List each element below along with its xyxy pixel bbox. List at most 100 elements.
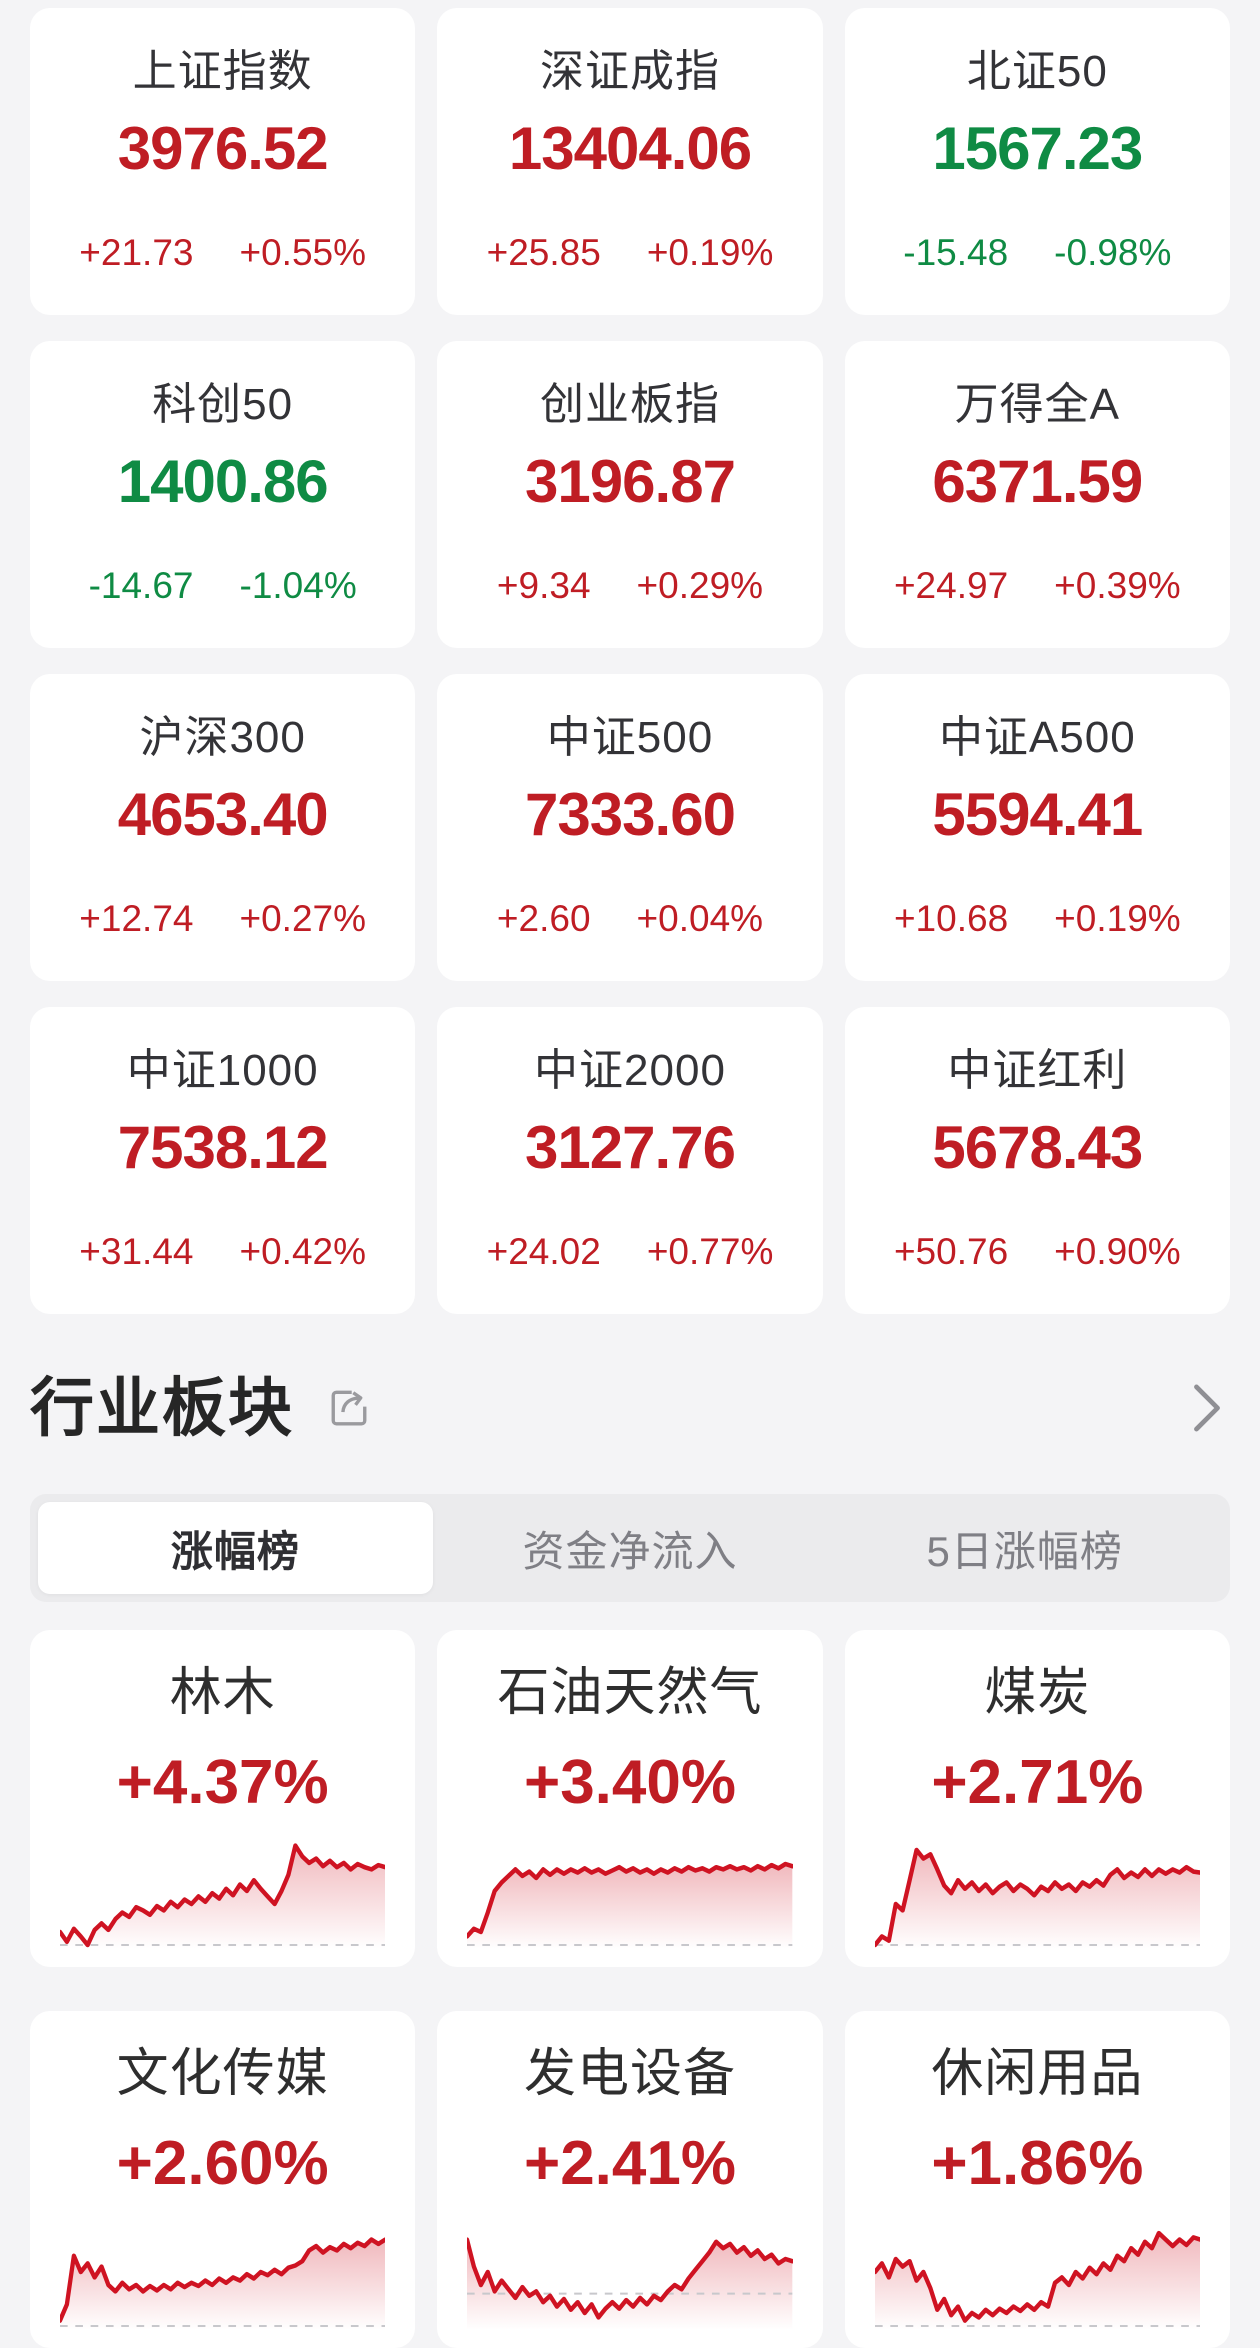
index-change-row: +50.76 +0.90%	[894, 1231, 1181, 1272]
index-card[interactable]: 沪深300 4653.40 +12.74 +0.27%	[30, 674, 416, 981]
index-name: 万得全A	[954, 380, 1120, 429]
index-change-amount: +10.68	[893, 898, 1009, 939]
index-value: 6371.59	[932, 448, 1143, 515]
index-change-amount: +21.73	[79, 232, 194, 273]
index-card[interactable]: 创业板指 3196.87 +9.34 +0.29%	[437, 341, 823, 648]
sector-change-percent: +1.86%	[931, 2129, 1144, 2198]
sector-change-percent: +2.71%	[931, 1748, 1144, 1817]
index-change-row: +9.34 +0.29%	[497, 565, 763, 606]
index-change-row: +25.85 +0.19%	[487, 232, 774, 273]
sector-tab-bar: 涨幅榜 资金净流入 5日涨幅榜	[30, 1494, 1230, 1602]
index-change-row: +24.97 +0.39%	[894, 565, 1181, 606]
sector-name: 石油天然气	[497, 1664, 763, 1722]
sector-section-title: 行业板块	[30, 1372, 294, 1444]
sector-card[interactable]: 石油天然气 +3.40%	[437, 1630, 823, 1967]
sector-tab-0[interactable]: 涨幅榜	[38, 1502, 433, 1594]
index-change-percent: +0.55%	[239, 232, 367, 273]
index-change-percent: +0.19%	[646, 232, 774, 273]
sector-card[interactable]: 休闲用品 +1.86%	[844, 2011, 1230, 2348]
index-change-percent: -0.98%	[1054, 232, 1172, 273]
sector-sparkline-chart	[60, 2212, 386, 2330]
index-card[interactable]: 中证红利 5678.43 +50.76 +0.90%	[844, 1007, 1230, 1314]
index-card[interactable]: 中证1000 7538.12 +31.44 +0.42%	[30, 1007, 416, 1314]
sector-name: 休闲用品	[931, 2045, 1144, 2103]
index-change-percent: -1.04%	[239, 565, 357, 606]
index-card[interactable]: 上证指数 3976.52 +21.73 +0.55%	[30, 8, 416, 315]
sector-name: 煤炭	[984, 1664, 1091, 1722]
index-card-grid: 上证指数 3976.52 +21.73 +0.55% 深证成指 13404.06…	[30, 8, 1230, 1314]
index-change-row: +24.02 +0.77%	[487, 1231, 774, 1272]
index-name: 中证A500	[938, 713, 1136, 762]
chevron-right-icon	[1194, 1384, 1220, 1432]
index-change-amount: +9.34	[496, 565, 591, 606]
index-card[interactable]: 北证50 1567.23 -15.48 -0.98%	[844, 8, 1230, 315]
index-change-row: +31.44 +0.42%	[79, 1231, 366, 1272]
index-change-percent: +0.39%	[1054, 565, 1181, 606]
sector-tab-2[interactable]: 5日涨幅榜	[926, 1527, 1123, 1575]
share-icon	[331, 1390, 367, 1426]
index-card[interactable]: 万得全A 6371.59 +24.97 +0.39%	[844, 341, 1230, 648]
sector-card[interactable]: 文化传媒 +2.60%	[30, 2011, 416, 2348]
index-change-row: +12.74 +0.27%	[79, 898, 366, 939]
sector-sparkline-chart	[60, 1831, 386, 1949]
sector-sparkline-chart	[467, 2212, 793, 2330]
index-value: 1400.86	[117, 448, 329, 515]
index-card[interactable]: 中证500 7333.60 +2.60 +0.04%	[437, 674, 823, 981]
index-name: 创业板指	[539, 380, 720, 429]
index-change-amount: +24.97	[893, 565, 1009, 606]
index-name: 中证1000	[126, 1046, 319, 1095]
sector-change-percent: +2.60%	[116, 2129, 329, 2198]
sector-section-header: 行业板块	[0, 1372, 1260, 1444]
sector-card-grid: 林木 +4.37% 石油天然气 +3.40% 煤炭 +2.71% 文化传媒 +2…	[0, 1602, 1260, 2348]
index-change-row: +2.60 +0.04%	[497, 898, 763, 939]
sector-change-percent: +2.41%	[523, 2129, 736, 2198]
sector-sparkline-chart	[874, 2212, 1200, 2330]
index-change-amount: +50.76	[893, 1231, 1009, 1272]
index-name: 科创50	[152, 380, 294, 429]
index-value: 1567.23	[932, 115, 1143, 182]
index-value: 7538.12	[117, 1114, 329, 1181]
index-change-row: +10.68 +0.19%	[894, 898, 1181, 939]
index-value: 3196.87	[525, 448, 736, 515]
sector-change-percent: +3.40%	[523, 1748, 736, 1817]
index-change-percent: +0.90%	[1054, 1231, 1181, 1272]
index-change-percent: +0.77%	[646, 1231, 774, 1272]
index-change-amount: +2.60	[496, 898, 591, 939]
sector-more-button[interactable]	[1184, 1373, 1230, 1443]
index-change-row: -14.67 -1.04%	[89, 565, 357, 606]
index-change-percent: +0.19%	[1054, 898, 1181, 939]
sector-change-percent: +4.37%	[116, 1748, 329, 1817]
sector-card[interactable]: 林木 +4.37%	[30, 1630, 416, 1967]
index-value: 4653.40	[117, 781, 329, 848]
sector-card[interactable]: 发电设备 +2.41%	[437, 2011, 823, 2348]
index-card[interactable]: 中证2000 3127.76 +24.02 +0.77%	[437, 1007, 823, 1314]
sector-name: 发电设备	[523, 2045, 736, 2103]
index-name: 中证2000	[534, 1046, 726, 1095]
sector-sparkline-chart	[874, 1831, 1200, 1949]
index-value: 3976.52	[117, 115, 329, 182]
sector-tab-1[interactable]: 资金净流入	[522, 1527, 738, 1575]
index-value: 13404.06	[508, 115, 752, 182]
index-change-amount: -14.67	[88, 565, 194, 606]
index-name: 沪深300	[139, 713, 306, 762]
index-change-row: -15.48 -0.98%	[903, 232, 1171, 273]
index-card[interactable]: 深证成指 13404.06 +25.85 +0.19%	[437, 8, 823, 315]
index-change-amount: +25.85	[486, 232, 601, 273]
index-change-row: +21.73 +0.55%	[79, 232, 366, 273]
index-name: 中证500	[546, 713, 714, 762]
sector-name: 林木	[169, 1664, 276, 1722]
index-change-percent: +0.04%	[636, 898, 764, 939]
index-value: 5594.41	[932, 781, 1143, 848]
index-card[interactable]: 科创50 1400.86 -14.67 -1.04%	[30, 341, 416, 648]
sector-card[interactable]: 煤炭 +2.71%	[844, 1630, 1230, 1967]
index-change-amount: +31.44	[79, 1231, 194, 1272]
index-name: 北证50	[966, 47, 1108, 96]
share-button[interactable]	[322, 1381, 376, 1435]
index-change-amount: +24.02	[486, 1231, 601, 1272]
index-change-amount: -15.48	[903, 232, 1009, 273]
index-card[interactable]: 中证A500 5594.41 +10.68 +0.19%	[844, 674, 1230, 981]
index-value: 5678.43	[932, 1114, 1143, 1181]
index-change-percent: +0.29%	[636, 565, 764, 606]
index-name: 深证成指	[539, 47, 720, 96]
index-change-percent: +0.42%	[239, 1231, 367, 1272]
